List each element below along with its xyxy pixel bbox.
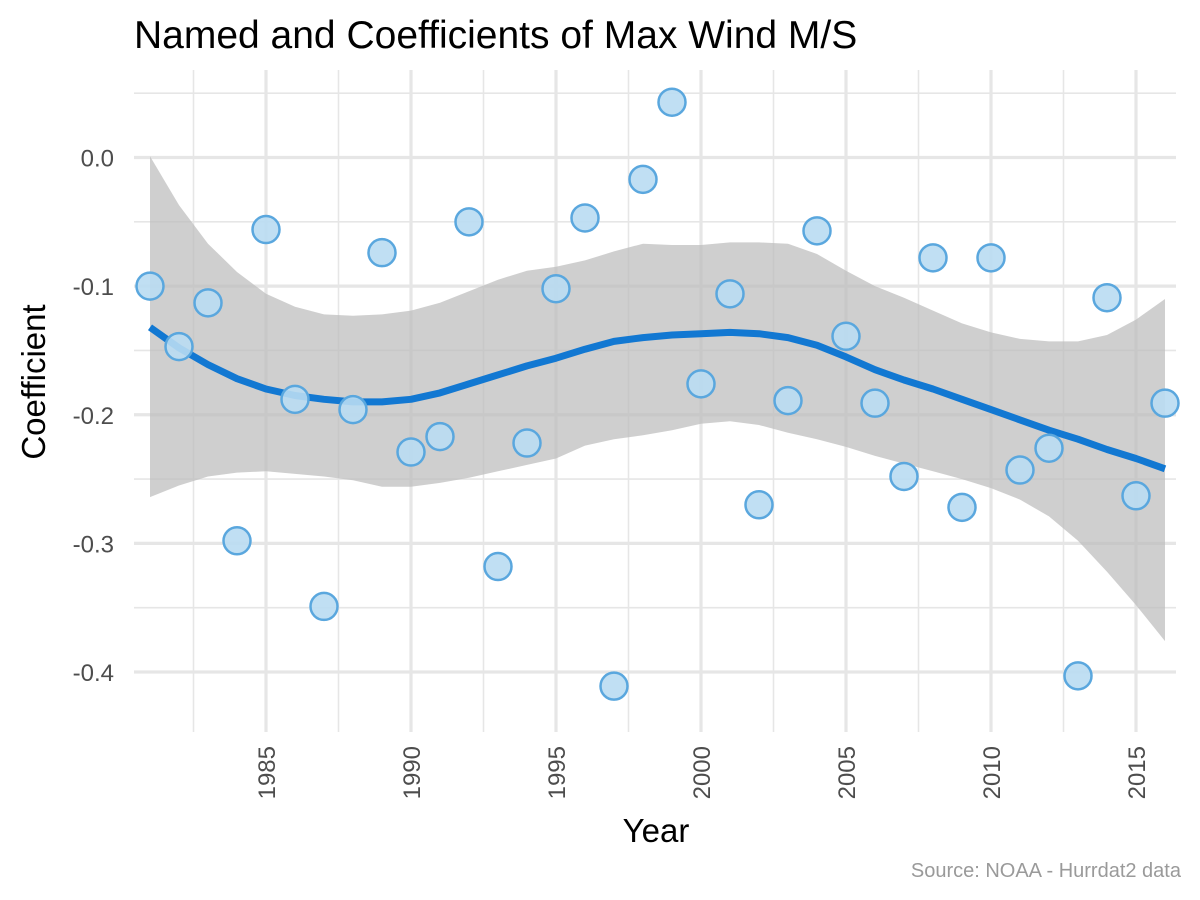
data-point <box>657 87 687 117</box>
y-tick-label: -0.3 <box>73 531 114 558</box>
data-point <box>483 551 513 582</box>
data-point <box>1005 455 1035 485</box>
data-point <box>1150 388 1180 418</box>
data-point <box>222 526 252 556</box>
x-tick-label: 1985 <box>254 746 281 799</box>
data-point <box>802 216 832 246</box>
data-point <box>193 288 223 318</box>
data-point <box>628 164 658 195</box>
data-point <box>976 243 1006 273</box>
data-point <box>831 321 861 352</box>
data-point <box>773 385 803 416</box>
source-caption: Source: NOAA - Hurrdat2 data <box>910 860 1181 882</box>
data-point <box>367 237 397 268</box>
data-point <box>889 461 919 492</box>
y-tick-label: -0.2 <box>73 403 114 430</box>
x-axis-title: Year <box>622 812 690 849</box>
data-point <box>1121 481 1151 511</box>
y-tick-label: 0.0 <box>81 146 114 173</box>
data-point <box>454 207 484 237</box>
x-tick-label: 2000 <box>689 746 716 799</box>
points-layer <box>135 87 1180 701</box>
data-point <box>599 671 629 701</box>
data-point <box>309 591 339 622</box>
y-tick-label: -0.1 <box>73 274 114 301</box>
data-point <box>251 214 281 245</box>
data-point <box>1092 282 1122 313</box>
trend-line <box>147 324 1167 473</box>
data-point <box>744 490 774 520</box>
data-point <box>541 273 571 304</box>
data-point <box>512 428 542 458</box>
x-tick-label: 2010 <box>979 746 1006 799</box>
data-point <box>1063 661 1093 691</box>
data-point <box>425 421 455 452</box>
x-tick-label: 2015 <box>1124 746 1151 799</box>
x-tick-label: 1990 <box>399 746 426 799</box>
data-point <box>947 492 977 523</box>
x-tick-label: 2005 <box>834 746 861 799</box>
x-tick-label: 1995 <box>544 746 571 799</box>
data-point <box>686 369 716 399</box>
data-point <box>164 331 194 362</box>
data-point <box>570 203 600 233</box>
data-point <box>1034 433 1064 463</box>
confidence-band <box>150 156 1165 642</box>
chart-title: Named and Coefficients of Max Wind M/S <box>134 14 858 57</box>
data-point <box>918 243 948 273</box>
data-point <box>715 279 745 309</box>
y-axis-title: Coefficient <box>15 304 52 460</box>
data-point <box>860 388 890 418</box>
y-tick-label: -0.4 <box>73 660 114 687</box>
data-point <box>135 271 165 301</box>
data-point <box>280 384 310 415</box>
data-point <box>396 437 426 467</box>
data-point <box>338 394 368 425</box>
